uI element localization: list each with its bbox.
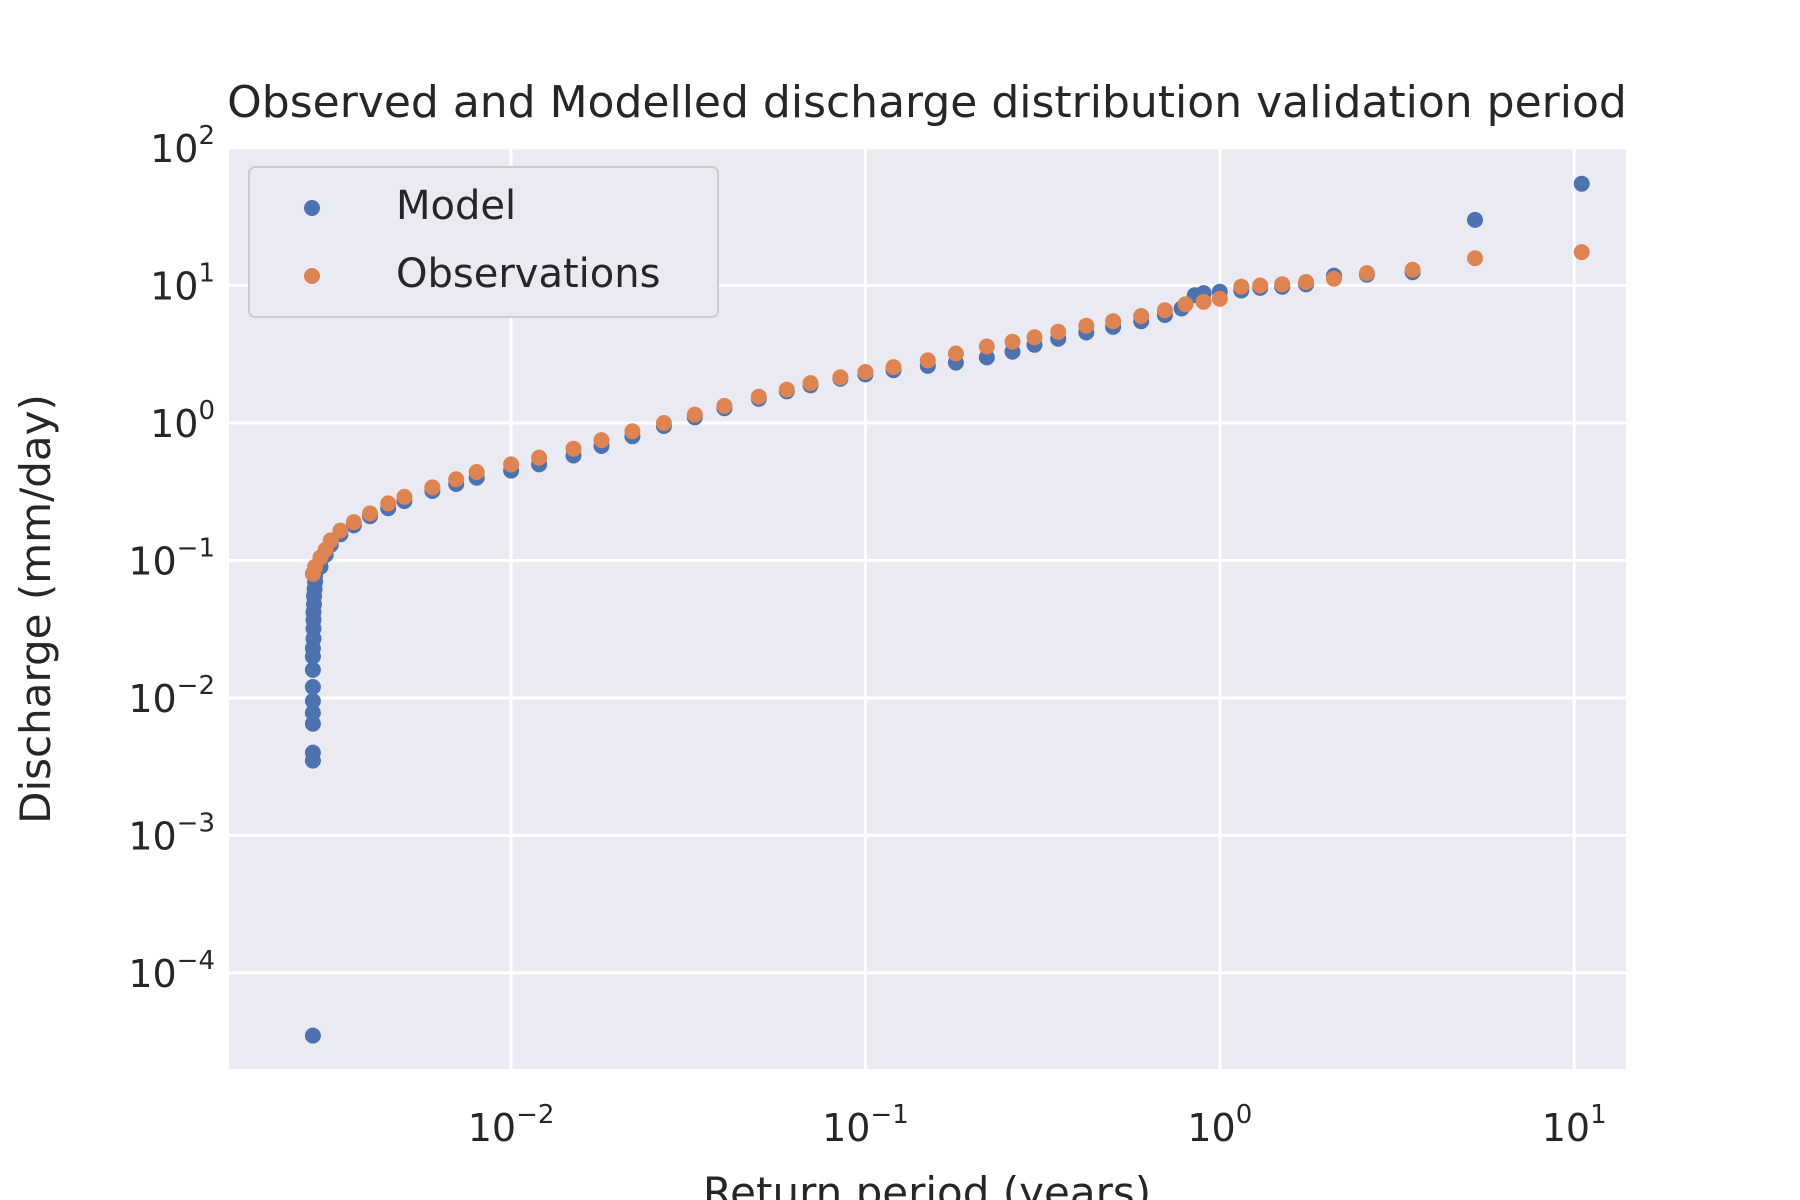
observations-point <box>468 464 485 480</box>
observations-point <box>362 505 378 522</box>
observations-point <box>1233 278 1250 295</box>
legend-label-model: Model <box>396 183 516 229</box>
observations-point <box>322 532 339 549</box>
observations-point <box>750 388 767 405</box>
x-tick-label: 10−2 <box>468 1100 555 1150</box>
observations-point <box>1133 308 1150 324</box>
legend-box <box>248 166 719 318</box>
legend-marker-model <box>304 200 320 216</box>
legend-marker-observations <box>304 268 320 284</box>
legend-label-observations: Observations <box>396 251 660 297</box>
observations-point <box>1298 274 1314 290</box>
model-point <box>304 679 321 695</box>
observations-point <box>978 338 995 355</box>
model-point <box>1573 175 1590 192</box>
y-tick-label: 10−2 <box>128 671 215 721</box>
y-axis-label: Discharge (mm/day) <box>11 394 60 824</box>
observations-point <box>1105 313 1122 330</box>
y-tick-label: 10−3 <box>128 808 215 858</box>
model-point <box>1467 211 1483 228</box>
observations-point <box>380 495 397 512</box>
observations-point <box>686 406 703 423</box>
y-tick-label: 101 <box>150 258 215 308</box>
observations-point <box>593 432 610 449</box>
y-tick-label: 102 <box>150 121 215 171</box>
observations-point <box>1026 329 1043 346</box>
observations-point <box>448 471 465 488</box>
model-point <box>304 693 321 709</box>
observations-point <box>424 479 441 496</box>
y-tick-label: 100 <box>150 396 215 446</box>
observations-point <box>565 440 582 457</box>
observations-point <box>1573 244 1590 261</box>
x-tick-labels: 10−2 10−1 100 101 <box>468 1100 1607 1150</box>
x-tick-label: 101 <box>1542 1100 1607 1150</box>
observations-point <box>778 381 795 398</box>
observations-point <box>1252 277 1269 294</box>
model-point <box>304 704 321 721</box>
model-point <box>304 661 321 678</box>
y-tick-label: 10−1 <box>128 533 215 583</box>
data-points <box>304 175 1590 1044</box>
observations-point <box>1004 333 1021 350</box>
observations-point <box>1467 250 1483 267</box>
y-tick-labels: 10−4 10−3 10−2 10−1 100 101 102 <box>128 121 215 996</box>
observations-point <box>624 423 641 440</box>
model-point <box>304 1027 321 1044</box>
observations-point <box>716 397 733 414</box>
observations-point <box>1211 290 1228 307</box>
observations-point <box>655 415 672 431</box>
observations-point <box>1358 265 1375 282</box>
observations-point <box>857 364 874 380</box>
chart-title: Observed and Modelled discharge distribu… <box>227 77 1627 128</box>
observations-point <box>1274 276 1291 293</box>
observations-point <box>1177 296 1194 313</box>
observations-point <box>1326 270 1342 287</box>
y-tick-label: 10−4 <box>128 946 215 996</box>
observations-point <box>947 345 964 362</box>
observations-point <box>802 375 819 392</box>
observations-point <box>531 449 548 466</box>
observations-point <box>1156 302 1173 319</box>
observations-point <box>503 456 520 473</box>
x-tick-label: 100 <box>1187 1100 1252 1150</box>
series-observations <box>304 244 1590 582</box>
observations-point <box>396 488 413 505</box>
observations-point <box>332 522 349 539</box>
observations-point <box>1078 317 1095 334</box>
observations-point <box>832 369 849 386</box>
x-tick-label: 10−1 <box>822 1100 909 1150</box>
model-point <box>304 744 321 761</box>
x-axis-label: Return period (years) <box>703 1168 1151 1200</box>
observations-point <box>885 359 902 376</box>
observations-point <box>919 352 936 369</box>
observations-point <box>1195 293 1212 310</box>
observations-point <box>1404 261 1421 278</box>
observations-point <box>345 514 362 531</box>
observations-point <box>1050 323 1067 340</box>
legend: Model Observations <box>248 166 719 318</box>
